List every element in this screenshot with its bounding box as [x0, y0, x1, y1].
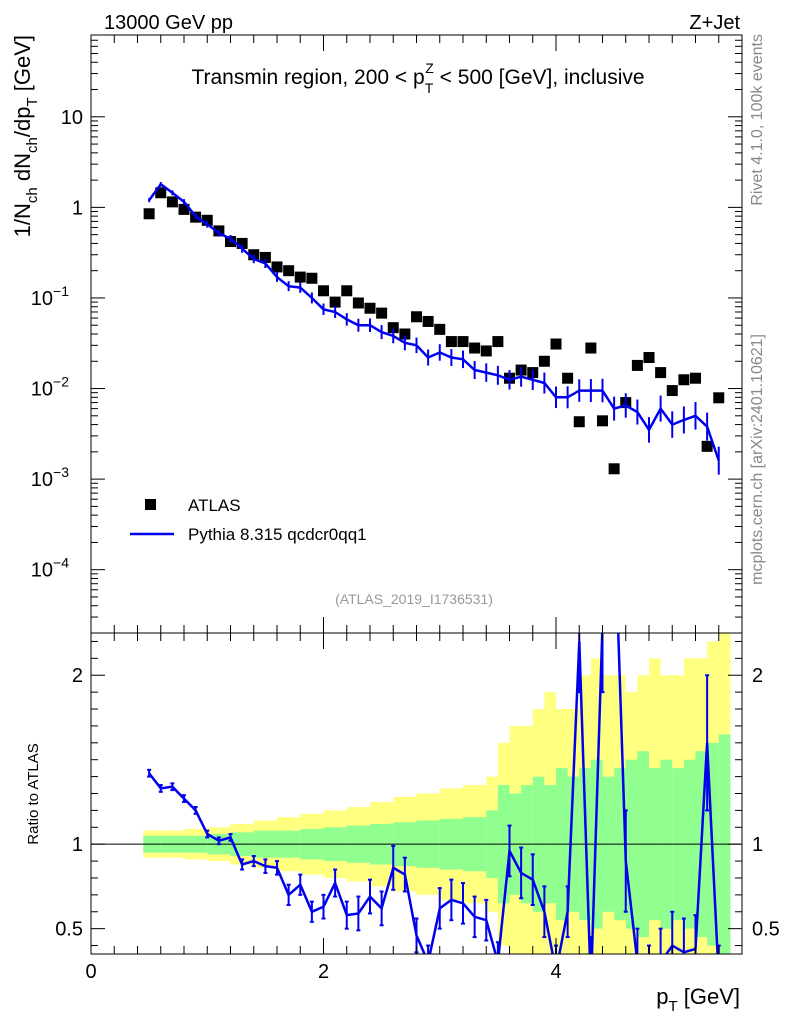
- title-subscript: T: [425, 80, 434, 96]
- atlas-point: [666, 385, 678, 397]
- atlas-point: [341, 285, 353, 297]
- atlas-point: [690, 372, 701, 384]
- energy-label: 13000 GeV pp: [104, 12, 233, 34]
- x-tick-label: 2: [318, 961, 329, 983]
- x-tick-label: 0: [85, 961, 96, 983]
- atlas-point: [166, 196, 178, 208]
- atlas-point: [655, 367, 667, 379]
- y-tick-label: 1: [72, 197, 83, 219]
- atlas-point: [201, 214, 213, 226]
- mcplots-label: mcplots.cern.ch [arXiv:2401.10621]: [749, 334, 766, 585]
- atlas-point: [236, 237, 248, 249]
- ratio-y-tick-label: 0.5: [55, 919, 83, 941]
- plot-title: Transmin region, 200 < pTZ < 500 [GeV], …: [191, 60, 644, 96]
- atlas-point: [259, 251, 271, 263]
- atlas-point: [178, 203, 190, 215]
- pythia-line: [148, 182, 720, 462]
- y-tick-label: 10−4: [31, 555, 69, 582]
- atlas-point: [364, 302, 376, 314]
- atlas-point: [480, 345, 492, 357]
- atlas-point: [143, 208, 155, 220]
- atlas-point: [155, 187, 167, 199]
- atlas-point: [445, 336, 457, 348]
- atlas-point: [562, 372, 574, 384]
- x-tick-label: 4: [550, 961, 561, 983]
- y-tick-label: 10: [61, 107, 83, 129]
- ratio-y-tick-label: 0.5: [752, 919, 780, 941]
- atlas-point: [469, 342, 481, 354]
- atlas-point: [411, 311, 422, 323]
- ratio-y-tick-label: 1: [752, 834, 763, 856]
- atlas-point: [573, 416, 585, 428]
- ratio-line: [148, 633, 719, 954]
- y-tick-label: 10−2: [31, 374, 69, 401]
- atlas-point: [585, 342, 597, 354]
- legend-label-pythia: Pythia 8.315 qcdcr0qq1: [188, 525, 367, 544]
- atlas-point: [376, 307, 388, 319]
- atlas-point: [422, 315, 434, 327]
- atlas-point: [329, 296, 341, 308]
- atlas-point: [399, 328, 411, 340]
- atlas-point: [271, 261, 283, 273]
- ratio-y-tick-label: 1: [72, 834, 83, 856]
- title-superscript: Z: [425, 60, 434, 76]
- ratio-y-tick-label: 2: [752, 665, 763, 687]
- atlas-point: [387, 322, 399, 334]
- y-tick-label: 10−3: [31, 464, 69, 491]
- atlas-point: [597, 415, 608, 427]
- process-label: Z+Jet: [689, 12, 740, 34]
- legend: ATLAS Pythia 8.315 qcdcr0qq1: [130, 496, 367, 544]
- atlas-point: [678, 374, 690, 386]
- atlas-point: [434, 323, 446, 335]
- ratio-y-tick-label: 2: [72, 665, 83, 687]
- analysis-tag: (ATLAS_2019_I1736531): [335, 591, 493, 607]
- atlas-point: [318, 285, 329, 297]
- atlas-point: [608, 463, 620, 475]
- x-axis-label: pT [GeV]: [656, 984, 740, 1015]
- atlas-point: [538, 355, 550, 367]
- atlas-point: [306, 272, 318, 284]
- atlas-point: [631, 359, 643, 371]
- atlas-point: [492, 336, 504, 348]
- ratio-panel: 0.5 0.5 1 1 2 2 0 2 4 Ratio to ATLAS: [25, 632, 780, 983]
- rivet-label: Rivet 4.1.0, 100k events: [749, 34, 766, 206]
- atlas-point: [457, 336, 469, 348]
- ratio-y-label: Ratio to ATLAS: [25, 743, 42, 844]
- atlas-point: [643, 352, 655, 364]
- atlas-point: [294, 271, 306, 283]
- atlas-point: [352, 297, 364, 309]
- atlas-point: [713, 392, 725, 404]
- legend-marker-atlas: [145, 499, 156, 510]
- atlas-point: [550, 338, 562, 350]
- y-tick-label: 10−1: [31, 283, 69, 310]
- y-axis-label: 1/Nch dNch/dpT [GeV]: [10, 35, 41, 237]
- atlas-point: [701, 440, 713, 452]
- main-panel: 10 1 10−1 10−2 10−3 10−4 Transmin region, 200…: [10, 34, 743, 634]
- atlas-point: [283, 265, 295, 277]
- legend-label-atlas: ATLAS: [188, 496, 241, 515]
